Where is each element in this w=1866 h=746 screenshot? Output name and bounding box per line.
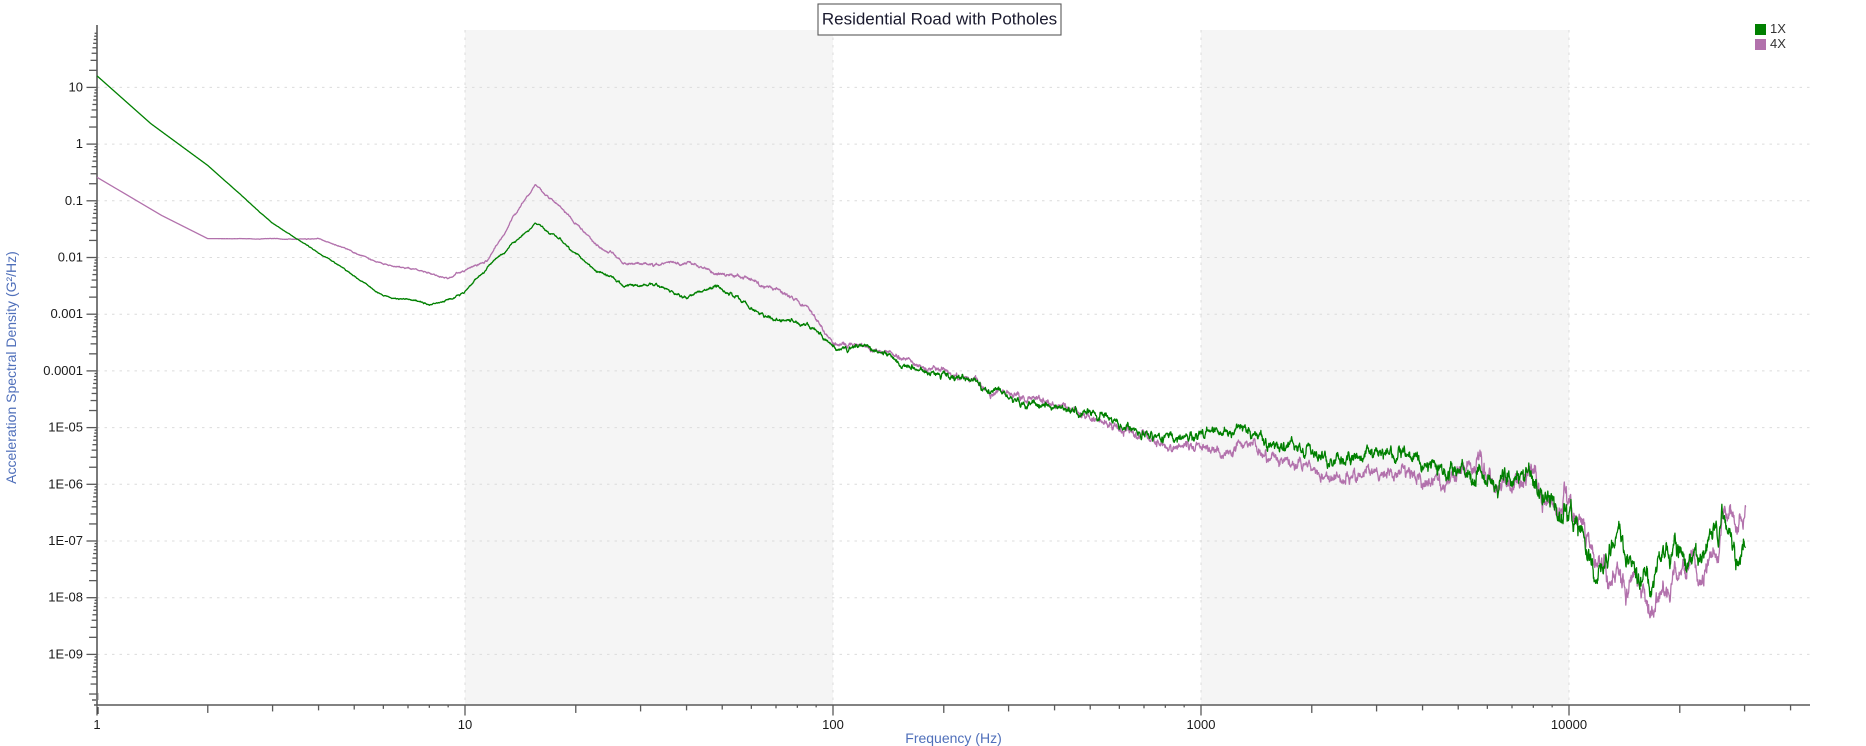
svg-text:0.001: 0.001: [50, 306, 83, 321]
svg-text:10000: 10000: [1551, 717, 1587, 732]
svg-text:1E-06: 1E-06: [48, 476, 83, 491]
svg-text:0.01: 0.01: [58, 250, 83, 265]
svg-text:4X: 4X: [1770, 36, 1786, 51]
svg-text:0.1: 0.1: [65, 193, 83, 208]
svg-text:Frequency (Hz): Frequency (Hz): [905, 730, 1001, 746]
svg-text:Acceleration Spectral Density: Acceleration Spectral Density (G²/Hz): [3, 251, 19, 484]
svg-text:Residential Road with Potholes: Residential Road with Potholes: [822, 10, 1057, 29]
svg-text:1E-09: 1E-09: [48, 646, 83, 661]
svg-text:1000: 1000: [1187, 717, 1216, 732]
svg-text:1: 1: [76, 136, 83, 151]
svg-text:10: 10: [69, 79, 83, 94]
svg-text:1X: 1X: [1770, 21, 1786, 36]
svg-text:10: 10: [458, 717, 472, 732]
svg-text:1: 1: [93, 717, 100, 732]
svg-text:0.0001: 0.0001: [43, 363, 83, 378]
svg-text:1E-05: 1E-05: [48, 420, 83, 435]
svg-text:100: 100: [822, 717, 844, 732]
svg-text:1E-08: 1E-08: [48, 590, 83, 605]
svg-text:1E-07: 1E-07: [48, 533, 83, 548]
